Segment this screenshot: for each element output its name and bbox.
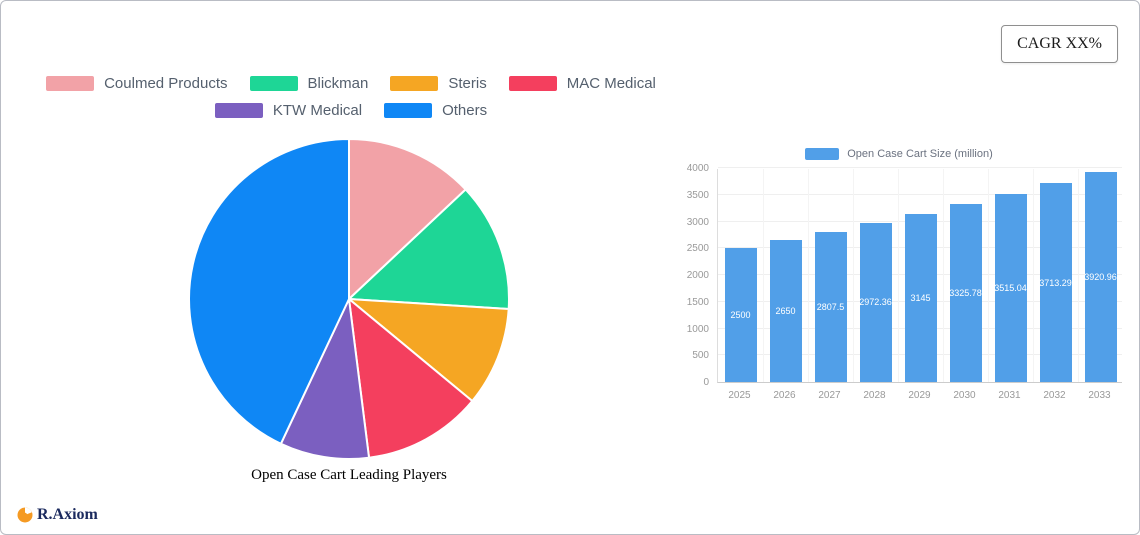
cagr-badge: CAGR XX%: [1001, 25, 1118, 63]
bar[interactable]: 2500: [724, 248, 757, 382]
pie-slice[interactable]: [279, 298, 371, 460]
brand-logo: R.Axiom: [17, 506, 98, 524]
pie-svg: [188, 138, 510, 460]
bar-value-label: 3713.29: [1039, 277, 1072, 288]
legend-label: MAC Medical: [566, 75, 656, 92]
bar-value-label: 2650: [775, 306, 796, 317]
y-axis-tick-label: 500: [692, 350, 709, 362]
pie-legend: Coulmed Products Blickman Steris MAC Medica…: [39, 75, 663, 129]
legend-swatch-icon: [508, 76, 557, 91]
bar-plot-area: 2500 2650 2807.5 2972.36 3145 3325.78 3515.04 3…: [717, 167, 1122, 383]
pie-slice[interactable]: [348, 138, 467, 300]
bar-y-axis: 0 500 1000 1500 2000 2500 3000 3500 4000: [669, 163, 717, 388]
legend-item[interactable]: Blickman: [249, 75, 369, 92]
pie-title: Open Case Cart Leading Players: [251, 467, 447, 483]
y-axis-tick-label: 3500: [686, 189, 709, 201]
legend-swatch-icon: [46, 76, 95, 91]
y-axis-tick-label: 0: [703, 377, 709, 388]
legend-swatch-icon: [384, 103, 433, 118]
pie-slice[interactable]: [348, 298, 510, 402]
legend-label: KTW Medical: [272, 102, 363, 119]
gridline-vertical: [763, 169, 764, 382]
bar-chart: Open Case Cart Size (million) 0 500 1000 15…: [669, 147, 1129, 401]
bar-value-label: 2972.36: [859, 297, 892, 308]
legend-item[interactable]: Coulmed Products: [46, 75, 228, 92]
x-axis-tick-label: 2027: [818, 390, 841, 401]
pie-chart: Open Case Cart Leading Players: [184, 134, 514, 483]
pie-legend-row-1: Coulmed Products Blickman Steris MAC Medica…: [39, 75, 663, 92]
pie-slice[interactable]: [188, 138, 350, 445]
gridline-horizontal: [718, 193, 1122, 195]
bar-value-label: 3325.78: [949, 288, 982, 299]
bar-legend-item[interactable]: Open Case Cart Size (million): [669, 147, 1129, 161]
legend-label: Blickman: [307, 75, 369, 92]
pie-slice[interactable]: [348, 298, 474, 459]
bar-value-label: 2807.5: [816, 301, 845, 312]
bar-value-label: 3515.04: [994, 282, 1027, 293]
x-axis-tick-label: 2030: [953, 390, 976, 401]
x-axis-tick-label: 2028: [863, 390, 886, 401]
bar[interactable]: 3145: [904, 213, 937, 382]
bar-legend-swatch-icon: [805, 148, 840, 160]
legend-item[interactable]: Steris: [390, 75, 487, 92]
legend-swatch-icon: [214, 103, 263, 118]
y-axis-tick-label: 2000: [686, 270, 709, 281]
y-axis-tick-label: 4000: [686, 163, 709, 174]
bar-legend-label: Open Case Cart Size (million): [847, 148, 993, 160]
x-axis-tick-label: 2032: [1043, 390, 1066, 401]
y-axis-tick-label: 3000: [686, 216, 709, 228]
y-axis-tick-label: 2500: [686, 243, 709, 255]
bar-value-label: 3920.96: [1084, 272, 1117, 283]
gridline-vertical: [943, 169, 944, 382]
gridline-vertical: [853, 169, 854, 382]
legend-label: Others: [442, 102, 488, 119]
x-axis-tick-label: 2026: [773, 390, 796, 401]
bar[interactable]: 3515.04: [994, 193, 1027, 382]
pie-legend-row-2: KTW Medical Others: [39, 102, 663, 119]
y-axis-tick-label: 1000: [686, 323, 709, 335]
gridline-vertical: [1033, 169, 1034, 382]
bar-value-label: 3145: [910, 292, 931, 303]
pie-slice[interactable]: [348, 188, 510, 311]
logo-pie-icon: [17, 507, 33, 523]
bar[interactable]: 2972.36: [859, 222, 892, 382]
gridline-vertical: [988, 169, 989, 382]
bar[interactable]: 2807.5: [814, 231, 847, 382]
x-axis-tick-label: 2031: [998, 390, 1021, 401]
logo-text: R.Axiom: [37, 506, 98, 523]
x-axis-tick-label: 2033: [1088, 390, 1111, 401]
bar-value-label: 2500: [730, 310, 751, 321]
gridline-vertical: [1078, 169, 1079, 382]
x-axis-tick-label: 2029: [908, 390, 931, 401]
bar-plot-body: 0 500 1000 1500 2000 2500 3000 3500 4000 2500 265…: [669, 163, 1129, 388]
x-axis-tick-label: 2025: [728, 390, 751, 401]
gridline-vertical: [808, 169, 809, 382]
bar[interactable]: 3920.96: [1084, 172, 1117, 382]
legend-swatch-icon: [390, 76, 439, 91]
bar[interactable]: 3325.78: [949, 204, 982, 382]
legend-item[interactable]: Others: [384, 102, 487, 119]
bar-x-axis: 2025 2026 2027 2028 2029 2030 2031 2032 2033: [717, 390, 1122, 401]
gridline-vertical: [898, 169, 899, 382]
legend-item[interactable]: MAC Medical: [508, 75, 656, 92]
gridline-horizontal: [718, 167, 1122, 168]
y-axis-tick-label: 1500: [686, 296, 709, 308]
legend-label: Coulmed Products: [104, 75, 228, 92]
legend-label: Steris: [448, 75, 487, 92]
bar[interactable]: 2650: [769, 240, 802, 382]
legend-swatch-icon: [249, 76, 298, 91]
bar[interactable]: 3713.29: [1039, 183, 1072, 382]
legend-item[interactable]: KTW Medical: [214, 102, 363, 119]
